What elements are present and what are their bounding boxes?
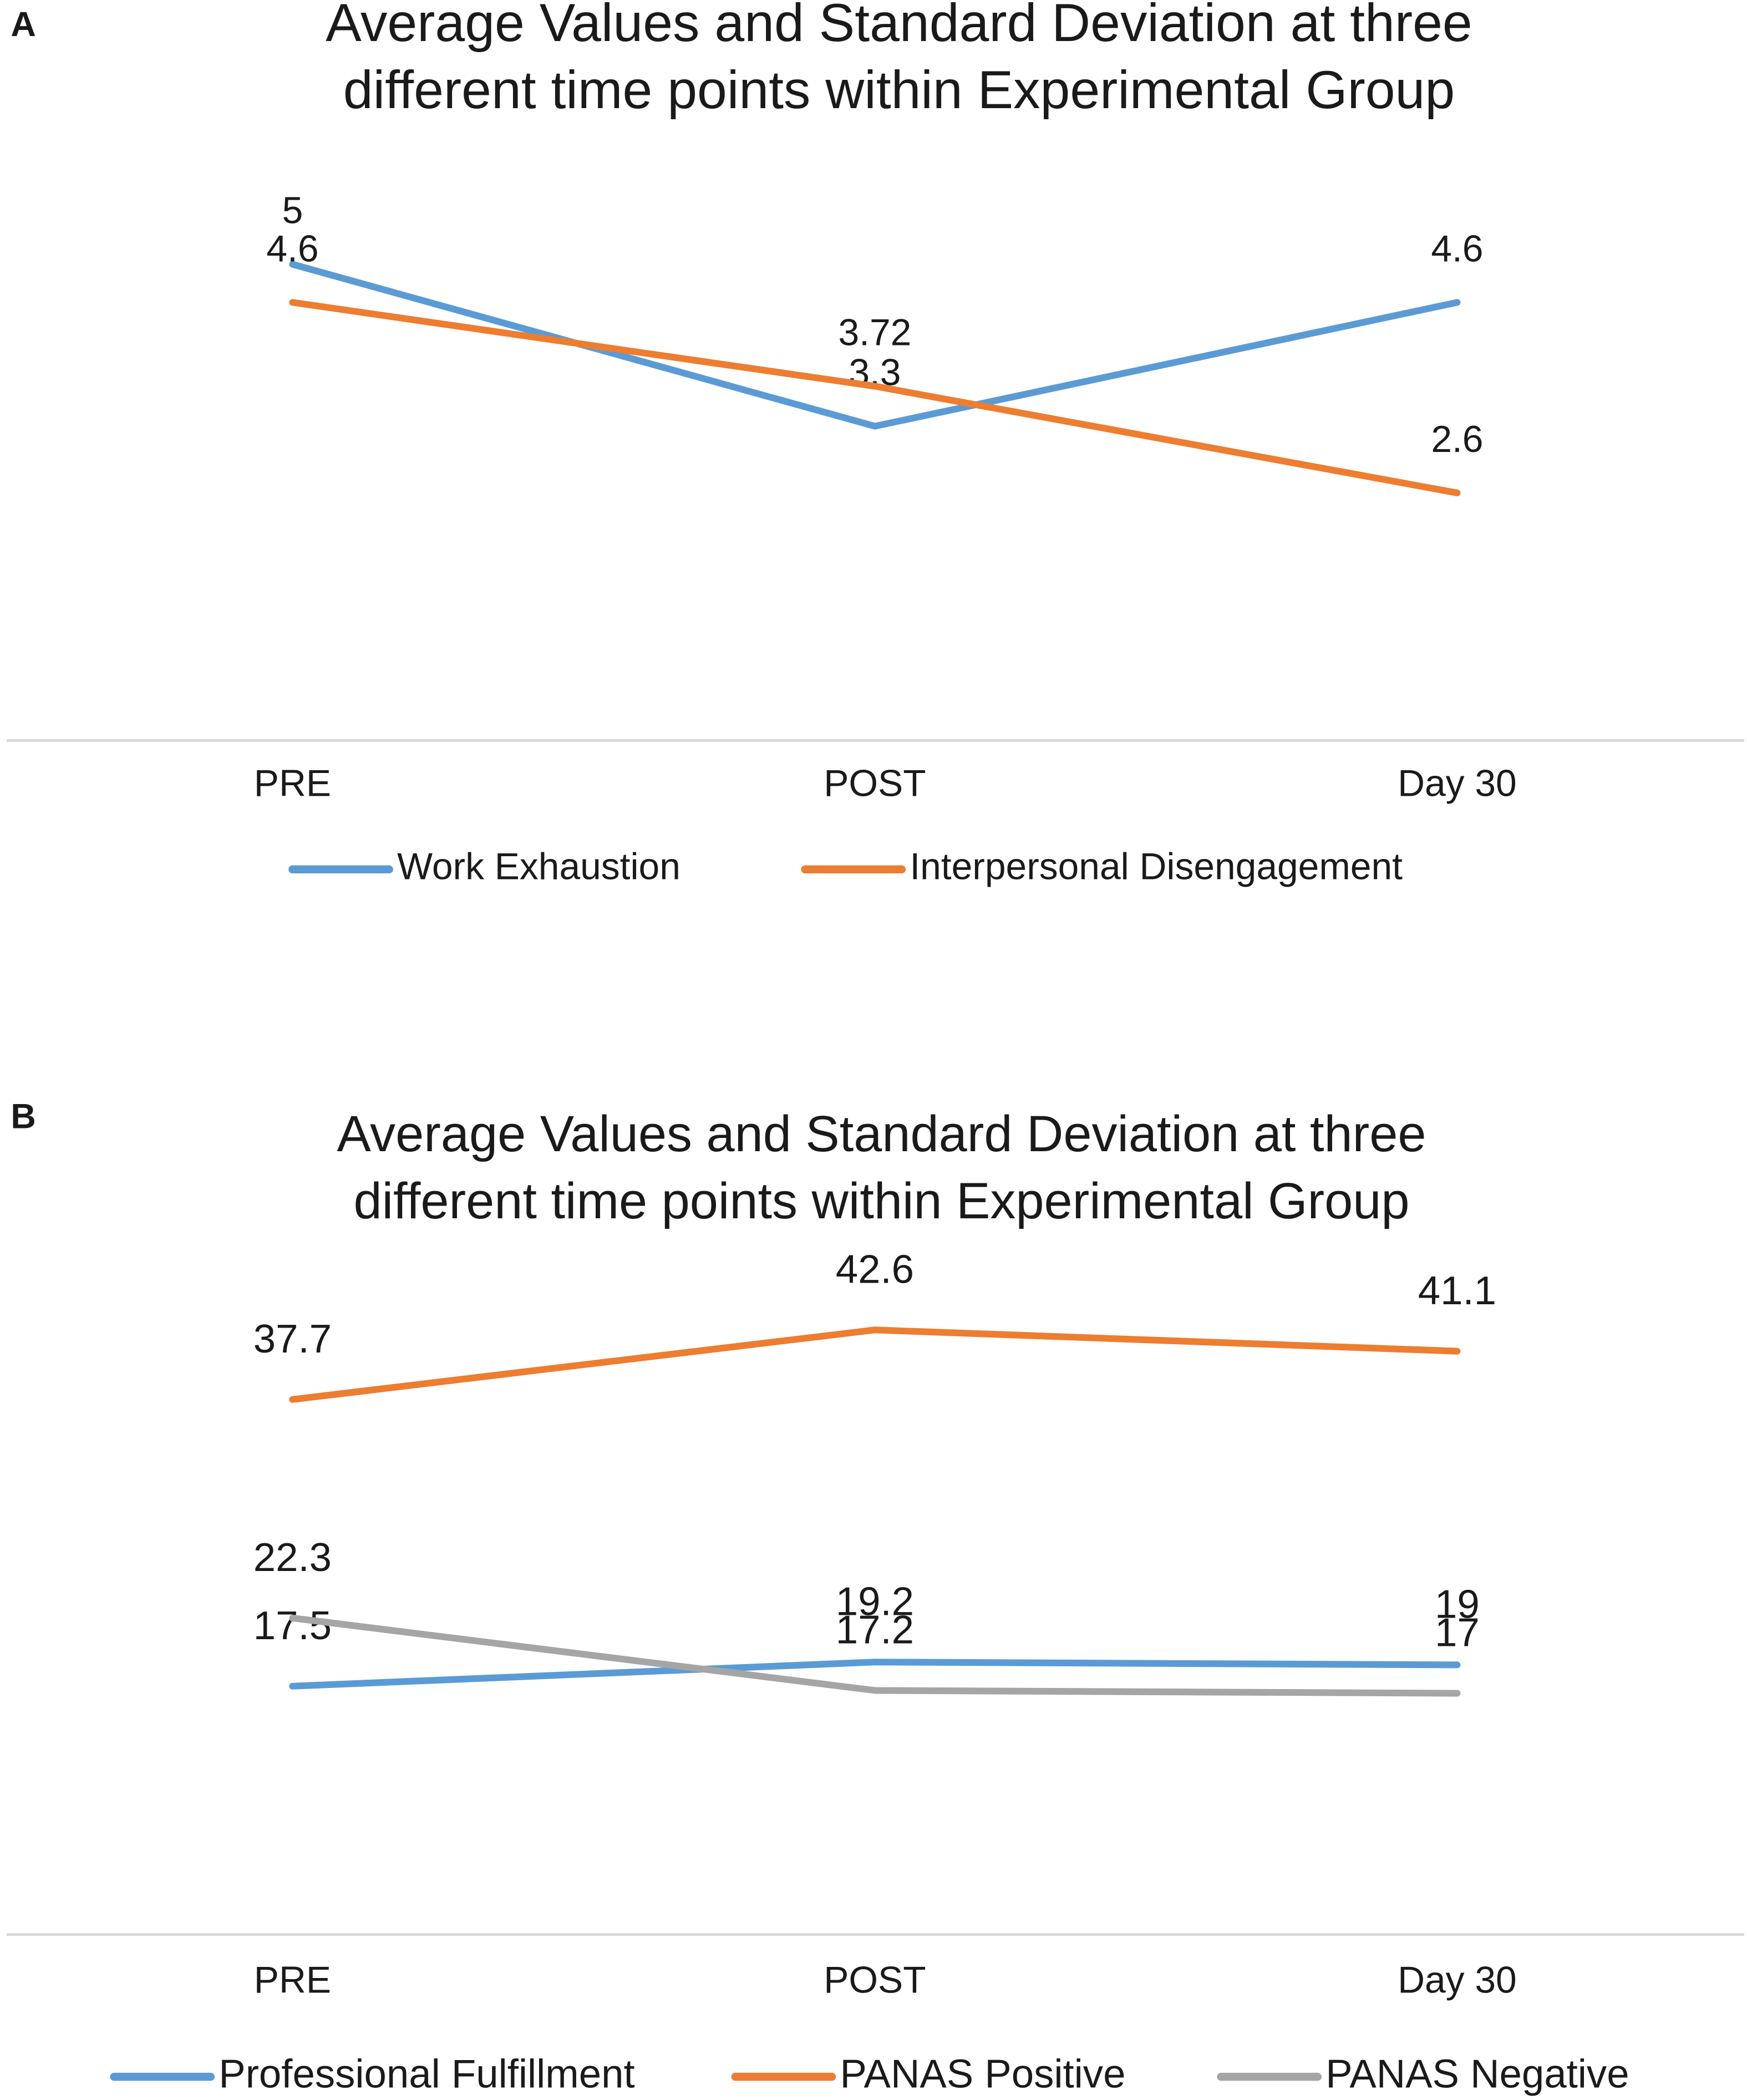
series-line	[289, 261, 1461, 430]
chart-title: Average Values and Standard Deviation at…	[337, 1106, 1426, 1162]
data-label: 41.1	[1418, 1268, 1496, 1313]
panel-label: B	[11, 1097, 35, 1136]
data-label: 4.6	[266, 228, 318, 270]
x-tick-label: POST	[824, 763, 926, 805]
data-label: 19.2	[836, 1579, 914, 1624]
chart-title: different time points within Experimenta…	[343, 59, 1455, 120]
x-tick-label: Day 30	[1398, 1960, 1517, 2001]
x-tick-label: PRE	[254, 763, 331, 805]
legend-label: Work Exhaustion	[397, 846, 680, 888]
data-label: 37.7	[253, 1316, 332, 1361]
data-label: 22.3	[253, 1535, 332, 1580]
series-line	[289, 299, 1461, 496]
series-line	[289, 1326, 1461, 1403]
data-label: 17.2	[836, 1608, 914, 1652]
data-label: 17	[1435, 1610, 1480, 1655]
panel-label: A	[11, 5, 35, 44]
x-tick-label: POST	[824, 1960, 926, 2001]
chart-title: Average Values and Standard Deviation at…	[326, 0, 1472, 53]
data-label: 42.6	[836, 1247, 914, 1291]
legend-label: PANAS Positive	[840, 2051, 1126, 2096]
data-label: 19	[1435, 1582, 1480, 1626]
data-label: 4.6	[1431, 228, 1483, 270]
legend-label: Professional Fulfillment	[219, 2051, 634, 2096]
x-tick-label: Day 30	[1398, 763, 1517, 805]
series-line	[289, 1659, 1461, 1690]
chart-title: different time points within Experimenta…	[353, 1173, 1409, 1229]
legend-label: Interpersonal Disengagement	[910, 846, 1403, 888]
data-label: 5	[282, 190, 303, 232]
legend-label: PANAS Negative	[1326, 2051, 1629, 2096]
data-label: 17.5	[253, 1603, 332, 1648]
series-line	[289, 1614, 1461, 1697]
data-label: 2.6	[1431, 419, 1483, 460]
x-tick-label: PRE	[254, 1960, 331, 2001]
data-label: 3.72	[838, 312, 911, 353]
